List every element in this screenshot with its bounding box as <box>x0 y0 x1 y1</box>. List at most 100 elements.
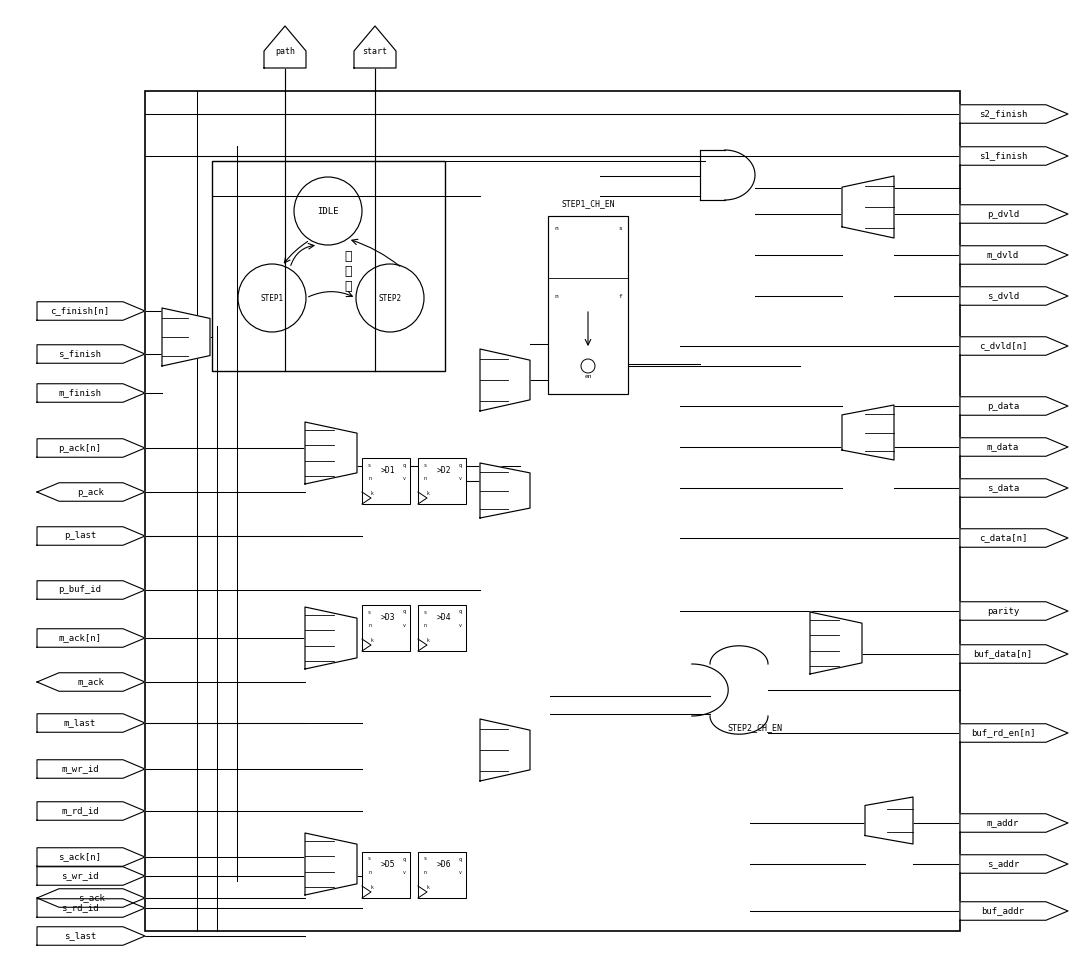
Polygon shape <box>480 719 530 781</box>
Polygon shape <box>37 848 145 867</box>
Text: q: q <box>402 857 406 862</box>
Text: buf_addr: buf_addr <box>982 906 1024 916</box>
Text: n: n <box>554 225 558 231</box>
Text: p_buf_id: p_buf_id <box>58 585 101 594</box>
Text: m_ack: m_ack <box>78 677 105 687</box>
Polygon shape <box>37 629 145 647</box>
Text: q: q <box>459 610 462 614</box>
Text: p_data: p_data <box>987 402 1020 411</box>
Text: s_last: s_last <box>64 931 96 941</box>
Polygon shape <box>960 287 1068 305</box>
Text: v: v <box>404 476 406 481</box>
Polygon shape <box>842 176 894 238</box>
Polygon shape <box>960 147 1068 165</box>
Polygon shape <box>37 802 145 820</box>
Polygon shape <box>162 308 210 366</box>
Polygon shape <box>305 833 357 895</box>
Text: k: k <box>426 886 428 891</box>
Polygon shape <box>960 602 1068 620</box>
Text: n: n <box>554 294 558 298</box>
Text: s: s <box>424 463 427 468</box>
Text: >D5: >D5 <box>381 861 396 869</box>
Polygon shape <box>37 898 145 918</box>
Polygon shape <box>354 26 396 68</box>
Text: v: v <box>460 476 462 481</box>
Polygon shape <box>960 245 1068 265</box>
Text: k: k <box>426 492 428 497</box>
Text: v: v <box>460 623 462 628</box>
Text: s: s <box>368 610 371 614</box>
Text: STEP1_CH_EN: STEP1_CH_EN <box>561 200 615 209</box>
Text: n: n <box>424 476 427 481</box>
Bar <box>361 852 410 898</box>
Text: v: v <box>460 870 462 875</box>
Polygon shape <box>37 301 145 321</box>
Polygon shape <box>37 672 145 692</box>
Text: s_addr: s_addr <box>987 860 1020 868</box>
Polygon shape <box>960 104 1068 124</box>
Polygon shape <box>480 349 530 411</box>
Bar <box>361 458 410 504</box>
Text: STEP2: STEP2 <box>379 294 401 302</box>
Polygon shape <box>37 526 145 545</box>
Text: m_finish: m_finish <box>58 388 101 397</box>
Polygon shape <box>305 422 357 484</box>
Text: path: path <box>275 46 295 56</box>
Text: c_data[n]: c_data[n] <box>979 533 1027 543</box>
Polygon shape <box>37 384 145 402</box>
Text: q: q <box>459 463 462 468</box>
Polygon shape <box>960 644 1068 664</box>
Polygon shape <box>960 855 1068 873</box>
Text: m_wr_id: m_wr_id <box>62 764 99 774</box>
Polygon shape <box>810 612 862 674</box>
Polygon shape <box>37 581 145 599</box>
Text: p_ack[n]: p_ack[n] <box>58 443 101 452</box>
Bar <box>418 852 466 898</box>
Text: k: k <box>370 492 373 497</box>
Text: c_dvld[n]: c_dvld[n] <box>979 342 1027 351</box>
Text: s: s <box>424 857 427 862</box>
Polygon shape <box>264 26 306 68</box>
Polygon shape <box>960 438 1068 456</box>
Text: s_dvld: s_dvld <box>987 292 1020 300</box>
Polygon shape <box>960 901 1068 921</box>
Polygon shape <box>37 926 145 946</box>
Polygon shape <box>37 714 145 732</box>
Polygon shape <box>960 724 1068 742</box>
Text: s_ack[n]: s_ack[n] <box>58 853 101 862</box>
Polygon shape <box>480 463 530 518</box>
Text: 状
态
机: 状 态 机 <box>345 249 352 293</box>
Text: m_rd_id: m_rd_id <box>62 807 99 815</box>
Polygon shape <box>37 439 145 457</box>
Text: STEP1: STEP1 <box>260 294 284 302</box>
Bar <box>548 216 628 394</box>
Text: m_addr: m_addr <box>987 818 1020 828</box>
Text: s: s <box>424 610 427 614</box>
Text: STEP2_CH_EN: STEP2_CH_EN <box>727 724 782 732</box>
Text: p_dvld: p_dvld <box>987 210 1020 218</box>
Polygon shape <box>960 397 1068 415</box>
Text: p_ack: p_ack <box>78 488 105 497</box>
Text: s: s <box>368 857 371 862</box>
Polygon shape <box>842 405 894 460</box>
Text: k: k <box>370 886 373 891</box>
Text: buf_data[n]: buf_data[n] <box>973 649 1033 659</box>
Text: >D2: >D2 <box>437 467 452 475</box>
Text: s_rd_id: s_rd_id <box>62 903 99 913</box>
Text: s_finish: s_finish <box>58 350 101 358</box>
Polygon shape <box>305 607 357 669</box>
Polygon shape <box>37 483 145 501</box>
Polygon shape <box>960 528 1068 548</box>
Text: n: n <box>424 623 427 628</box>
Text: k: k <box>426 639 428 643</box>
Text: v: v <box>404 623 406 628</box>
Bar <box>361 605 410 651</box>
Bar <box>145 91 960 931</box>
Polygon shape <box>960 205 1068 223</box>
Text: IDLE: IDLE <box>317 207 339 215</box>
Polygon shape <box>37 867 145 885</box>
Text: c_finish[n]: c_finish[n] <box>51 306 110 316</box>
Bar <box>418 605 466 651</box>
Text: >D4: >D4 <box>437 613 452 622</box>
Polygon shape <box>960 337 1068 355</box>
